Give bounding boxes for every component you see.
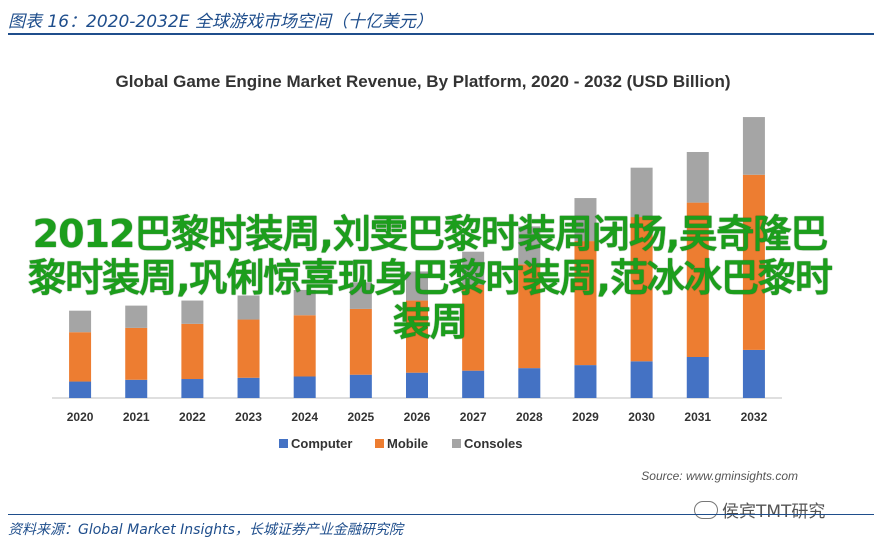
legend-label-consoles: Consoles [464, 436, 523, 451]
x-tick-label: 2020 [67, 410, 94, 424]
x-tick-label: 2031 [684, 410, 711, 424]
bar-computer-2031 [686, 356, 709, 398]
x-tick-label: 2022 [179, 410, 206, 424]
legend: Computer Mobile Consoles [279, 436, 523, 451]
source-note: 资料来源：Global Market Insights，长城证券产业金融研究院 [8, 522, 403, 538]
bar-group [69, 117, 765, 398]
bar-mobile-2023 [237, 319, 260, 378]
bar-consoles-2032 [742, 117, 765, 175]
x-tick-label: 2025 [347, 410, 374, 424]
bar-mobile-2021 [125, 327, 148, 380]
chart-source-annotation: Source: www.gminsights.com [641, 469, 798, 483]
bar-consoles-2023 [237, 295, 260, 320]
x-tick-labels: 2020 2021 2022 2023 2024 2025 2026 2027 2028 2029… [67, 410, 768, 424]
bar-mobile-2020 [69, 332, 92, 382]
x-tick-label: 2028 [516, 410, 543, 424]
bar-computer-2020 [69, 381, 92, 398]
wechat-icon [694, 500, 718, 519]
wechat-watermark: 侯宾TMT研究 [694, 497, 825, 522]
legend-swatch-mobile [375, 439, 384, 448]
bar-mobile-2025 [349, 308, 372, 375]
bar-computer-2032 [742, 349, 765, 398]
bar-consoles-2029 [574, 198, 597, 242]
bar-consoles-2026 [406, 271, 428, 301]
bar-mobile-2032 [742, 174, 765, 350]
bar-consoles-2030 [630, 167, 653, 218]
bar-consoles-2031 [686, 151, 709, 203]
x-tick-label: 2032 [741, 410, 768, 424]
x-tick-label: 2029 [572, 410, 599, 424]
bar-computer-2026 [406, 372, 428, 398]
legend-label-computer: Computer [291, 436, 352, 451]
x-tick-label: 2024 [291, 410, 318, 424]
bar-consoles-2025 [349, 282, 372, 309]
legend-swatch-computer [279, 439, 288, 448]
x-tick-label: 2026 [404, 410, 431, 424]
bar-consoles-2020 [69, 310, 92, 333]
figure-caption: 图表 16：2020-2032E 全球游戏市场空间（十亿美元） [8, 12, 433, 32]
bar-consoles-2028 [518, 226, 541, 265]
bar-computer-2030 [630, 361, 653, 398]
legend-swatch-consoles [452, 439, 461, 448]
bar-computer-2021 [125, 379, 148, 398]
bar-computer-2022 [181, 379, 204, 398]
legend-label-mobile: Mobile [387, 436, 428, 451]
chart-title: Global Game Engine Market Revenue, By Pl… [115, 72, 730, 91]
x-tick-label: 2021 [123, 410, 150, 424]
x-tick-label: 2030 [628, 410, 655, 424]
bar-mobile-2031 [686, 202, 709, 357]
bar-mobile-2026 [406, 300, 428, 373]
bar-computer-2028 [518, 368, 541, 398]
x-tick-label: 2023 [235, 410, 262, 424]
bar-consoles-2022 [181, 300, 204, 324]
bar-consoles-2027 [462, 251, 485, 285]
overlay-text: 2012巴黎时装周,刘雯巴黎时装周闭场,吴奇隆巴黎时装周,巩俐惊喜现身巴黎时装周… [28, 212, 833, 344]
bar-mobile-2022 [181, 323, 204, 380]
bar-computer-2029 [574, 365, 597, 398]
bar-computer-2024 [293, 376, 316, 398]
bar-computer-2027 [462, 370, 485, 398]
caption-rule [8, 33, 874, 35]
bar-computer-2025 [349, 374, 372, 398]
bar-mobile-2027 [462, 284, 485, 371]
bar-mobile-2029 [574, 241, 597, 366]
bar-mobile-2028 [518, 264, 541, 369]
x-tick-label: 2027 [460, 410, 487, 424]
source-rule [8, 514, 874, 515]
bar-mobile-2024 [293, 315, 316, 377]
bar-consoles-2021 [125, 305, 148, 328]
bar-mobile-2030 [630, 217, 653, 362]
bar-consoles-2024 [293, 289, 316, 316]
bar-computer-2023 [237, 377, 260, 398]
wechat-watermark-label: 侯宾TMT研究 [722, 502, 826, 522]
